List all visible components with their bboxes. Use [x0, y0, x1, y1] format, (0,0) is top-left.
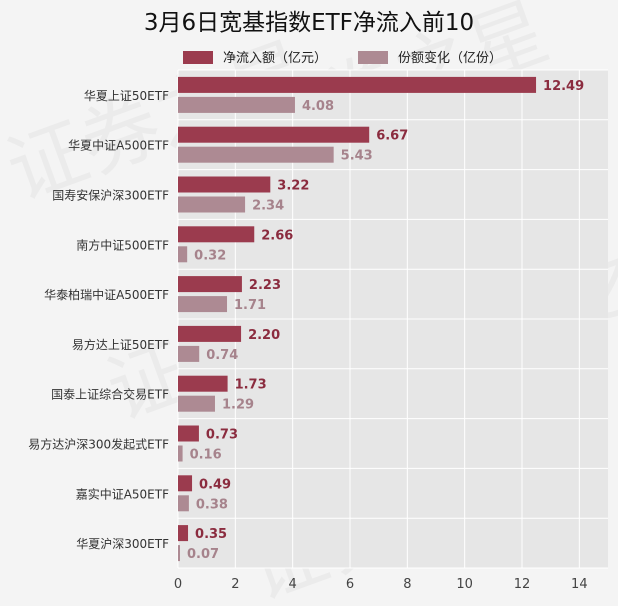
- x-tick-label: 10: [456, 577, 473, 592]
- bar-net-inflow: [178, 126, 370, 143]
- bar-net-inflow: [178, 76, 537, 93]
- bar-share-change: [178, 146, 334, 163]
- bar-value-label: 0.49: [199, 477, 231, 492]
- bar-value-label: 3.22: [277, 179, 309, 194]
- category-label: 南方中证500ETF: [76, 237, 169, 252]
- bar-share-change: [178, 395, 215, 412]
- x-tick-label: 2: [231, 577, 239, 592]
- legend-item: 净流入额（亿元）: [183, 51, 327, 66]
- bar-net-inflow: [178, 525, 189, 542]
- bar-value-label: 0.73: [206, 428, 238, 443]
- bar-value-label: 1.73: [235, 378, 267, 393]
- x-tick-label: 6: [346, 577, 354, 592]
- bar-share-change: [178, 96, 295, 113]
- bar-share-change: [178, 246, 188, 263]
- bar-value-label: 4.08: [302, 99, 334, 114]
- bar-value-label: 2.23: [249, 278, 281, 293]
- bar-value-label: 6.67: [376, 129, 408, 144]
- x-axis-ticks: 0 2 4 6 8 10 12 14: [174, 577, 588, 592]
- x-tick-label: 4: [289, 577, 297, 592]
- bar-share-change: [178, 196, 246, 213]
- y-axis-labels: 华夏上证50ETF 华夏中证A500ETF 国寿安保沪深300ETF 南方中证500E…: [28, 89, 169, 551]
- bar-share-change: [178, 296, 228, 313]
- category-label: 华泰柏瑞中证A500ETF: [44, 287, 169, 302]
- bars: 12.49 4.08 6.675.43 3.22 2.34 2.66 0.32 2.23 1.7…: [178, 76, 584, 562]
- bar-net-inflow: [178, 226, 255, 243]
- legend-label: 份额变化（亿份）: [398, 50, 502, 66]
- bar-share-change: [178, 445, 183, 462]
- legend-swatch: [358, 51, 388, 64]
- bar-share-change: [178, 545, 181, 562]
- category-label: 易方达沪深300发起式ETF: [28, 437, 169, 452]
- category-label: 嘉实中证A50ETF: [76, 486, 169, 501]
- legend: 净流入额（亿元） 份额变化（亿份）: [183, 50, 502, 66]
- bar-net-inflow: [178, 276, 242, 293]
- bar-value-label: 1.29: [222, 398, 254, 413]
- bar-net-inflow: [178, 475, 193, 492]
- x-tick-label: 0: [174, 577, 182, 592]
- x-tick-label: 14: [571, 577, 588, 592]
- bar-net-inflow: [178, 425, 199, 442]
- bar-value-label: 2.34: [252, 199, 284, 214]
- bar-value-label: 1.71: [234, 298, 266, 313]
- bar-value-label: 0.32: [194, 248, 226, 263]
- category-label: 华夏沪深300ETF: [76, 537, 169, 551]
- legend-swatch: [183, 51, 213, 64]
- legend-item: 份额变化（亿份）: [358, 50, 502, 66]
- category-label: 国泰上证综合交易ETF: [51, 387, 169, 402]
- x-tick-label: 12: [514, 577, 531, 592]
- bar-value-label: 2.20: [248, 328, 280, 343]
- bar-net-inflow: [178, 325, 242, 342]
- category-label: 华夏上证50ETF: [84, 89, 169, 103]
- bar-value-label: 0.38: [196, 497, 228, 512]
- category-label: 华夏中证A500ETF: [68, 138, 169, 153]
- bar-net-inflow: [178, 176, 271, 193]
- category-label: 易方达上证50ETF: [72, 337, 169, 352]
- bar-share-change: [178, 495, 189, 512]
- category-label: 国寿安保沪深300ETF: [52, 188, 169, 203]
- x-tick-label: 8: [403, 577, 411, 592]
- bar-value-label: 0.07: [187, 547, 219, 562]
- bar-value-label: 5.43: [341, 149, 373, 164]
- chart-title: 3月6日宽基指数ETF净流入前10: [144, 10, 474, 36]
- bar-value-label: 12.49: [543, 79, 584, 94]
- bar-value-label: 0.35: [195, 527, 227, 542]
- legend-label: 净流入额（亿元）: [223, 51, 327, 66]
- bar-share-change: [178, 345, 200, 362]
- bar-value-label: 0.16: [190, 448, 222, 463]
- bar-net-inflow: [178, 375, 228, 392]
- bar-value-label: 0.74: [206, 348, 238, 363]
- bar-value-label: 2.66: [261, 228, 293, 243]
